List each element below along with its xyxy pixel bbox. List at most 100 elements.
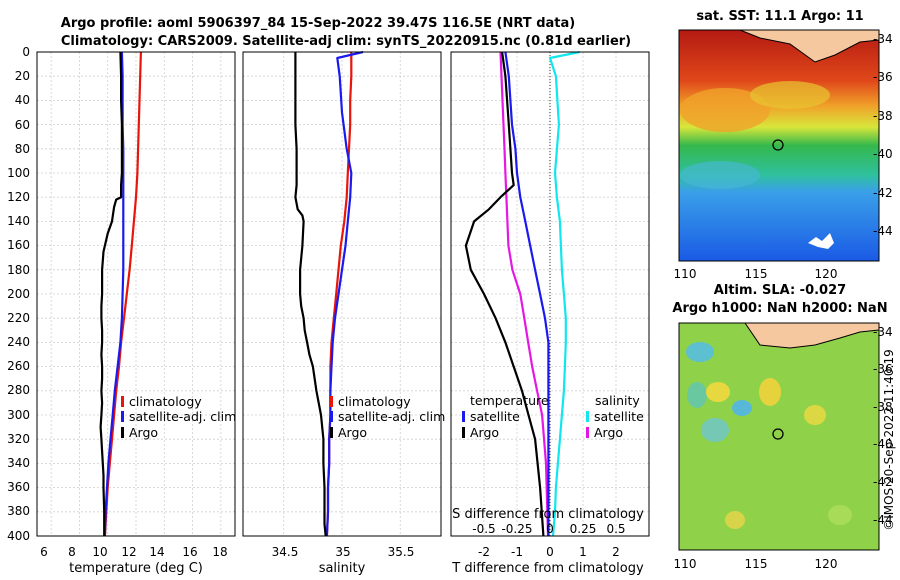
s-difference-tick: 0.5 bbox=[606, 522, 625, 536]
legend-label-argo: Argo bbox=[338, 425, 367, 440]
sla-low-eddy bbox=[732, 400, 752, 416]
sla-low-eddy bbox=[686, 342, 714, 362]
depth-tick: 20 bbox=[15, 69, 30, 83]
difference-grid bbox=[451, 51, 649, 537]
legend-title-salinity: salinity bbox=[595, 393, 640, 408]
sla-lon-tick: 110 bbox=[674, 557, 697, 571]
salinity-axes-box bbox=[242, 51, 442, 537]
sst-lon-tick: 115 bbox=[745, 267, 768, 281]
legend-label-s-argo: Argo bbox=[594, 425, 623, 440]
depth-tick: 400 bbox=[7, 529, 30, 543]
sla-map-title-line2: Argo h1000: NaN h2000: NaN bbox=[672, 301, 887, 316]
depth-tick: 340 bbox=[7, 456, 30, 470]
temperature-lines bbox=[99, 51, 142, 537]
depth-tick: 300 bbox=[7, 408, 30, 422]
difference-tick: 1 bbox=[579, 545, 587, 559]
sla-lat-tick: -38 bbox=[873, 400, 893, 414]
legend-label-climatology: climatology bbox=[129, 394, 202, 409]
depth-axis: 0 20 40 60 80 100 120 140 160 180 200 22… bbox=[7, 45, 30, 543]
sla-lat-tick: -36 bbox=[873, 362, 893, 376]
temperature-axes-box bbox=[36, 51, 236, 537]
difference-tick: 2 bbox=[612, 545, 620, 559]
difference-tick: 0 bbox=[546, 545, 554, 559]
temperature-panel: 6 8 10 12 14 16 18 temperature (deg C) c… bbox=[36, 51, 236, 576]
legend-swatch-satellite bbox=[330, 411, 333, 422]
depth-tick: 380 bbox=[7, 504, 30, 518]
temperature-tick: 10 bbox=[92, 545, 107, 559]
temperature-tick: 12 bbox=[121, 545, 136, 559]
temperature-tick: 14 bbox=[149, 545, 164, 559]
legend-swatch-climatology bbox=[330, 396, 333, 407]
difference-legend: temperature salinity satellite Argo sate… bbox=[462, 393, 644, 440]
legend-title-temperature: temperature bbox=[470, 393, 549, 408]
depth-tick: 180 bbox=[7, 263, 30, 277]
sst-lat-tick: -34 bbox=[873, 32, 893, 46]
legend-swatch-argo bbox=[330, 427, 333, 438]
sst-lat-tick: -36 bbox=[873, 70, 893, 84]
sla-high-eddy bbox=[725, 511, 745, 529]
salinity-grid bbox=[243, 51, 441, 537]
sst-lat-tick: -44 bbox=[873, 224, 893, 238]
difference-lines bbox=[464, 50, 580, 537]
depth-tick: 160 bbox=[7, 238, 30, 252]
sst-lat-tick: -38 bbox=[873, 109, 893, 123]
sla-high-eddy bbox=[759, 378, 781, 406]
legend-label-argo: Argo bbox=[129, 425, 158, 440]
difference-tick: -1 bbox=[511, 545, 523, 559]
depth-tick: 240 bbox=[7, 335, 30, 349]
sst-lat-tick: -40 bbox=[873, 147, 893, 161]
difference-axes-box bbox=[450, 51, 650, 537]
sla-lat-tick: -44 bbox=[873, 513, 893, 527]
sla-map-frame bbox=[678, 322, 880, 551]
depth-tick: 360 bbox=[7, 480, 30, 494]
sst-cool-patch bbox=[680, 161, 760, 189]
depth-tick: 280 bbox=[7, 383, 30, 397]
plot-title-line1: Argo profile: aoml 5906397_84 15-Sep-202… bbox=[61, 16, 575, 31]
temperature-tick: 6 bbox=[40, 545, 48, 559]
depth-tick: 200 bbox=[7, 287, 30, 301]
argo-location-marker bbox=[772, 139, 784, 151]
difference-panel: -2 -1 0 1 2 T difference from climatolog… bbox=[450, 50, 650, 576]
legend-swatch-satellite bbox=[121, 411, 124, 422]
sla-lat-tick: -34 bbox=[873, 325, 893, 339]
difference-salinity-satellite-line bbox=[548, 50, 580, 537]
temperature-tick: 18 bbox=[212, 545, 227, 559]
s-difference-tick: 0.25 bbox=[570, 522, 597, 536]
sst-warm-patch bbox=[680, 88, 770, 132]
sla-lon-tick: 115 bbox=[745, 557, 768, 571]
sla-low-eddy bbox=[701, 418, 729, 442]
depth-tick: 220 bbox=[7, 311, 30, 325]
depth-tick: 0 bbox=[22, 45, 30, 59]
depth-tick: 40 bbox=[15, 93, 30, 107]
legend-label-t-satellite: satellite bbox=[470, 409, 520, 424]
sla-map-title-line1: Altim. SLA: -0.027 bbox=[714, 283, 846, 298]
difference-temperature-argo-line bbox=[464, 51, 545, 537]
salinity-tick: 34.5 bbox=[272, 545, 299, 559]
missing-data-patch bbox=[808, 233, 834, 249]
difference-xlabel: T difference from climatology bbox=[451, 561, 644, 576]
salinity-lines bbox=[294, 50, 364, 537]
s-difference-label: S difference from climatology bbox=[452, 507, 644, 522]
legend-label-climatology: climatology bbox=[338, 394, 411, 409]
difference-salinity-argo-line bbox=[499, 51, 550, 537]
temperature-legend: climatology satellite-adj. clim Argo bbox=[121, 394, 236, 440]
sst-map-frame bbox=[678, 29, 880, 262]
legend-swatch-t-argo bbox=[462, 427, 465, 438]
depth-tick: 100 bbox=[7, 166, 30, 180]
sla-lat-tick: -40 bbox=[873, 437, 893, 451]
sla-high-eddy bbox=[706, 382, 730, 402]
sla-high-eddy bbox=[804, 405, 826, 425]
legend-label-satellite: satellite-adj. clim bbox=[338, 409, 445, 424]
depth-tick: 60 bbox=[15, 118, 30, 132]
plot-title-line2: Climatology: CARS2009. Satellite-adj cli… bbox=[61, 34, 631, 49]
depth-tick: 120 bbox=[7, 190, 30, 204]
legend-label-satellite: satellite-adj. clim bbox=[129, 409, 236, 424]
salinity-satellite-line bbox=[325, 50, 364, 537]
legend-swatch-argo bbox=[121, 427, 124, 438]
s-difference-tick: -0.25 bbox=[501, 522, 532, 536]
legend-swatch-t-satellite bbox=[462, 411, 465, 422]
sst-field bbox=[679, 30, 879, 261]
temperature-argo-line bbox=[99, 51, 124, 536]
depth-tick: 320 bbox=[7, 432, 30, 446]
salinity-tick: 35.5 bbox=[388, 545, 415, 559]
